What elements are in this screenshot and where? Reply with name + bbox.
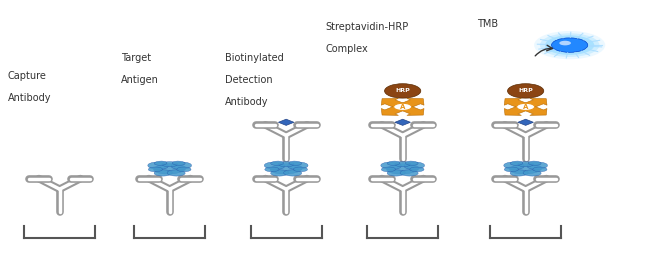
Ellipse shape	[404, 162, 424, 170]
Ellipse shape	[504, 162, 524, 170]
Ellipse shape	[148, 167, 162, 172]
Ellipse shape	[387, 164, 419, 174]
Circle shape	[508, 84, 544, 98]
Polygon shape	[400, 98, 424, 108]
Ellipse shape	[518, 162, 534, 167]
Ellipse shape	[504, 167, 519, 172]
Ellipse shape	[510, 161, 523, 165]
Ellipse shape	[287, 162, 308, 170]
Polygon shape	[523, 106, 547, 115]
Ellipse shape	[148, 162, 168, 170]
Polygon shape	[504, 106, 529, 115]
Ellipse shape	[381, 162, 401, 170]
Ellipse shape	[406, 161, 418, 165]
Circle shape	[534, 31, 605, 59]
Ellipse shape	[177, 167, 191, 172]
Ellipse shape	[265, 162, 285, 170]
Ellipse shape	[410, 167, 424, 172]
Ellipse shape	[387, 161, 400, 165]
Ellipse shape	[400, 170, 418, 176]
Ellipse shape	[510, 164, 541, 174]
Text: Biotinylated: Biotinylated	[225, 53, 283, 63]
Ellipse shape	[270, 161, 283, 165]
Ellipse shape	[293, 167, 307, 172]
Text: A: A	[523, 104, 528, 110]
Polygon shape	[382, 98, 406, 108]
Ellipse shape	[162, 162, 177, 167]
Circle shape	[552, 38, 588, 52]
Text: TMB: TMB	[477, 20, 498, 29]
Circle shape	[385, 84, 421, 98]
Ellipse shape	[510, 170, 528, 176]
Text: HRP: HRP	[518, 88, 533, 93]
Circle shape	[394, 103, 411, 110]
Text: Antibody: Antibody	[225, 96, 268, 107]
Ellipse shape	[265, 167, 279, 172]
Ellipse shape	[387, 170, 405, 176]
Ellipse shape	[283, 170, 302, 176]
Text: Antibody: Antibody	[8, 93, 51, 103]
Ellipse shape	[289, 161, 302, 165]
Ellipse shape	[172, 161, 185, 165]
Ellipse shape	[167, 170, 185, 176]
Text: A: A	[400, 104, 406, 110]
Ellipse shape	[278, 162, 294, 167]
Ellipse shape	[382, 167, 396, 172]
Polygon shape	[382, 106, 406, 115]
Text: HRP: HRP	[395, 88, 410, 93]
Ellipse shape	[270, 164, 302, 174]
Polygon shape	[504, 98, 529, 108]
Text: Detection: Detection	[225, 75, 272, 85]
Ellipse shape	[171, 162, 192, 170]
Ellipse shape	[270, 170, 289, 176]
Circle shape	[545, 35, 594, 55]
Ellipse shape	[154, 170, 172, 176]
Circle shape	[559, 41, 571, 46]
Ellipse shape	[528, 161, 541, 165]
Circle shape	[540, 33, 599, 57]
Polygon shape	[400, 106, 424, 115]
Text: Complex: Complex	[325, 44, 368, 54]
Ellipse shape	[154, 161, 167, 165]
Ellipse shape	[533, 167, 547, 172]
Polygon shape	[523, 98, 547, 108]
Text: Capture: Capture	[8, 71, 47, 81]
Circle shape	[517, 103, 535, 110]
Text: Antigen: Antigen	[121, 75, 159, 85]
Ellipse shape	[527, 162, 547, 170]
Ellipse shape	[153, 164, 186, 174]
Text: Streptavidin-HRP: Streptavidin-HRP	[325, 22, 408, 32]
Ellipse shape	[395, 162, 410, 167]
Ellipse shape	[523, 170, 541, 176]
Text: Target: Target	[121, 53, 151, 63]
